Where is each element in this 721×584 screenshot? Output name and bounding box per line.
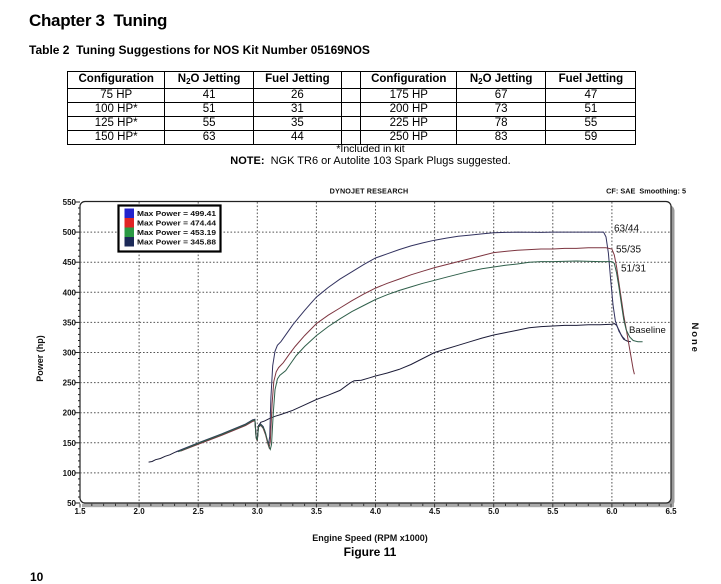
svg-text:Max Power = 345.88: Max Power = 345.88 (137, 238, 216, 247)
svg-text:450: 450 (63, 258, 77, 267)
svg-text:Max Power = 453.19: Max Power = 453.19 (137, 228, 216, 237)
svg-text:100: 100 (63, 469, 77, 478)
svg-text:2.5: 2.5 (193, 507, 205, 516)
svg-text:DYNOJET RESEARCH: DYNOJET RESEARCH (330, 187, 409, 196)
svg-text:300: 300 (63, 349, 77, 358)
svg-text:3.0: 3.0 (252, 507, 264, 516)
svg-text:1.5: 1.5 (74, 507, 86, 516)
svg-text:Power (hp): Power (hp) (35, 335, 45, 382)
svg-text:400: 400 (63, 288, 77, 297)
svg-text:4.0: 4.0 (370, 507, 382, 516)
svg-text:500: 500 (63, 228, 77, 237)
svg-text:Max Power = 499.41: Max Power = 499.41 (137, 209, 216, 218)
svg-text:150: 150 (63, 439, 77, 448)
svg-text:550: 550 (63, 198, 77, 207)
svg-text:51/31: 51/31 (621, 264, 646, 275)
svg-text:5.0: 5.0 (488, 507, 500, 516)
svg-text:3.5: 3.5 (311, 507, 323, 516)
svg-text:2.0: 2.0 (134, 507, 146, 516)
svg-text:63/44: 63/44 (614, 224, 639, 235)
svg-text:50: 50 (67, 499, 76, 508)
svg-text:6.0: 6.0 (606, 507, 618, 516)
svg-text:None: None (689, 323, 700, 354)
svg-text:Max Power = 474.44: Max Power = 474.44 (137, 219, 217, 228)
svg-text:Figure 11: Figure 11 (344, 545, 397, 559)
svg-text:4.5: 4.5 (429, 507, 441, 516)
svg-text:CF: SAE Smoothing: 5: CF: SAE Smoothing: 5 (606, 187, 686, 196)
svg-text:Engine Speed (RPM x1000): Engine Speed (RPM x1000) (312, 533, 428, 543)
svg-text:350: 350 (63, 318, 77, 327)
svg-text:55/35: 55/35 (616, 245, 641, 256)
svg-text:200: 200 (63, 409, 77, 418)
svg-text:Baseline: Baseline (629, 325, 666, 336)
svg-text:250: 250 (63, 379, 77, 388)
svg-text:5.5: 5.5 (547, 507, 559, 516)
svg-text:6.5: 6.5 (665, 507, 677, 516)
